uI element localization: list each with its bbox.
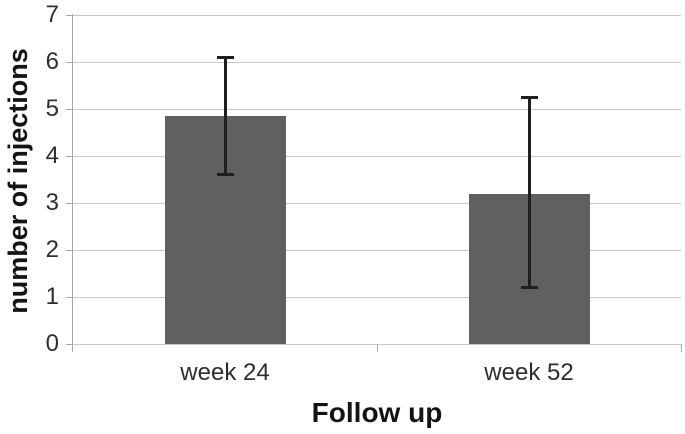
plot-area: 0 1 2 3 4 5 6 7 week 24 week 52 (46, 3, 682, 386)
y-tick-mark (66, 297, 73, 298)
gridline (73, 62, 681, 63)
y-tick-mark (66, 344, 73, 345)
y-tick-label: 7 (45, 1, 59, 28)
gridline (73, 156, 681, 157)
gridline (73, 203, 681, 204)
y-tick-label: 1 (45, 283, 59, 310)
error-bar-cap-top (217, 56, 234, 59)
y-tick-mark (66, 250, 73, 251)
error-bar-line (528, 97, 531, 288)
gridline (73, 250, 681, 251)
x-axis-title: Follow up (311, 397, 443, 428)
y-tick-mark (66, 62, 73, 63)
y-tick-label: 2 (45, 236, 59, 263)
x-category-label: week 24 (180, 359, 270, 386)
gridline (73, 109, 681, 110)
y-tick-mark (66, 156, 73, 157)
y-tick-mark (66, 15, 73, 16)
y-axis-title: number of injections (3, 48, 33, 314)
x-tick-mark (681, 344, 682, 352)
y-tick-mark (66, 203, 73, 204)
y-tick-label: 0 (45, 330, 59, 357)
y-tick-label: 3 (45, 189, 59, 216)
gridline (73, 297, 681, 298)
y-tick-label: 5 (45, 95, 59, 122)
error-bar-cap-bottom (521, 286, 538, 289)
y-tick-mark (66, 109, 73, 110)
x-tick-mark (377, 344, 378, 352)
error-bar-cap-bottom (217, 173, 234, 176)
gridline (73, 15, 681, 16)
y-axis-line (72, 14, 73, 352)
y-tick-label: 4 (45, 142, 59, 169)
y-tick-label: 6 (45, 48, 59, 75)
x-category-label: week 52 (484, 359, 574, 386)
error-bar-line (224, 57, 227, 175)
error-bar-cap-top (521, 96, 538, 99)
